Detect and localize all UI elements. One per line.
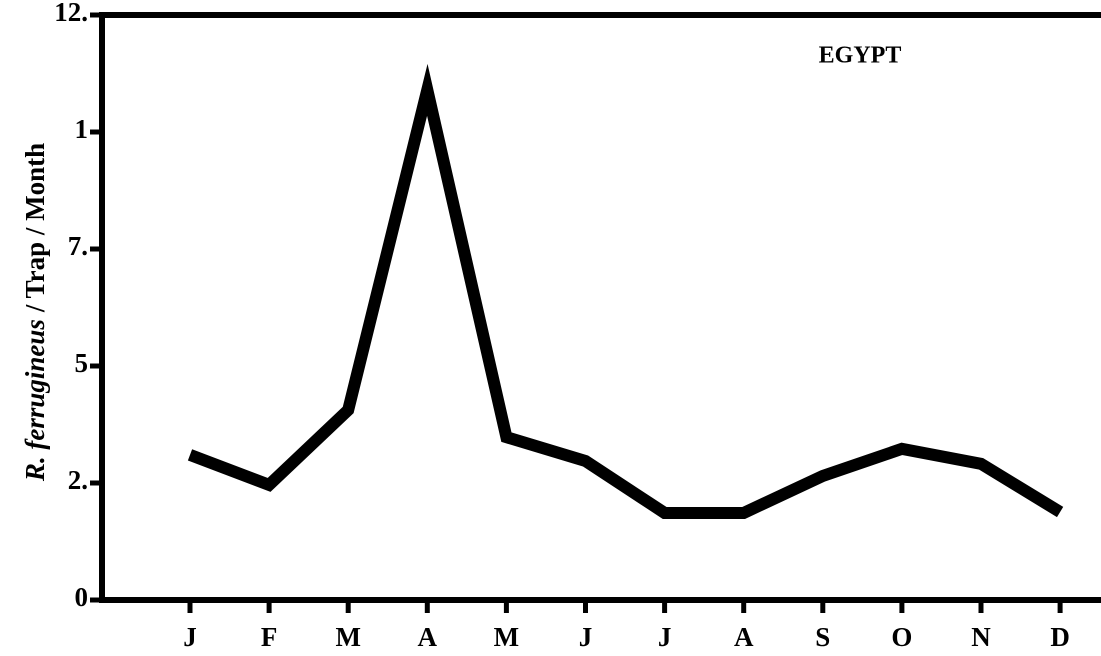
x-tick-label: S (815, 622, 830, 652)
y-tick-label: 2. (68, 465, 88, 495)
x-tick-label: A (418, 622, 438, 652)
data-line (187, 63, 1064, 519)
x-tick-label: J (183, 622, 197, 652)
x-tick-label: M (494, 622, 519, 652)
y-axis-label-species: R. ferrugineus (20, 319, 50, 482)
x-tick-label: F (261, 622, 278, 652)
y-tick-label: 7. (68, 231, 88, 261)
y-axis-label-unit: / Trap / Month (20, 143, 50, 313)
x-tick-label: J (658, 622, 672, 652)
y-tick-label: 5 (75, 348, 89, 378)
y-tick-label: 1 (75, 114, 89, 144)
x-tick-label: M (335, 622, 360, 652)
y-axis-label: R. ferrugineus / Trap / Month (20, 143, 50, 482)
chart-title: EGYPT (819, 43, 902, 69)
x-tick-label: A (734, 622, 754, 652)
x-tick-label: O (891, 622, 912, 652)
y-tick-label: 12. (54, 0, 88, 27)
x-tick-label: J (579, 622, 593, 652)
x-tick-label: D (1050, 622, 1070, 652)
x-tick-label: N (971, 622, 991, 652)
y-tick-label: 0 (75, 582, 89, 612)
